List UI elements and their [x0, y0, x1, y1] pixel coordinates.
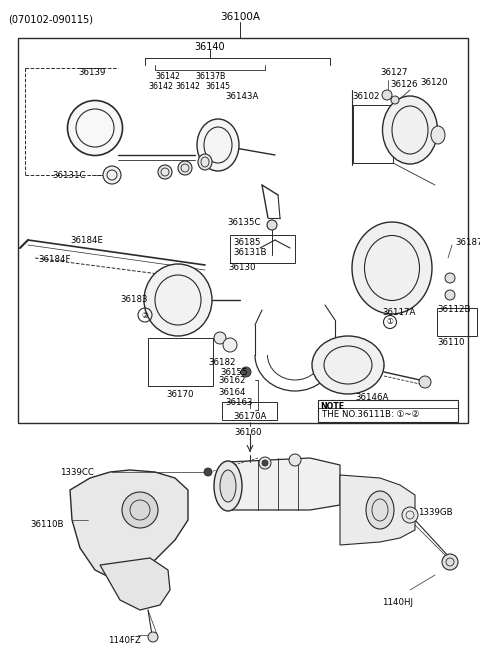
Text: 36155: 36155 — [220, 368, 248, 377]
Bar — [222, 402, 277, 420]
Text: 36110B: 36110B — [30, 520, 63, 529]
Text: 36139: 36139 — [78, 68, 106, 77]
Text: 36137B: 36137B — [195, 72, 225, 81]
Text: 36170: 36170 — [166, 390, 194, 399]
Ellipse shape — [431, 126, 445, 144]
Bar — [18, 38, 468, 423]
Ellipse shape — [158, 165, 172, 179]
Circle shape — [259, 457, 271, 469]
Circle shape — [289, 454, 301, 466]
Text: (070102-090115): (070102-090115) — [8, 14, 93, 24]
Circle shape — [214, 332, 226, 344]
Circle shape — [241, 367, 251, 377]
Ellipse shape — [312, 336, 384, 394]
Ellipse shape — [366, 491, 394, 529]
Text: 36100A: 36100A — [220, 12, 260, 22]
Text: 36184F: 36184F — [38, 255, 71, 264]
Ellipse shape — [214, 461, 242, 511]
Circle shape — [262, 460, 268, 466]
Text: THE NO.36111B: ①~②: THE NO.36111B: ①~② — [322, 410, 420, 419]
Text: NOTE: NOTE — [320, 402, 344, 411]
Text: 36102: 36102 — [352, 92, 380, 101]
Circle shape — [204, 468, 212, 476]
Circle shape — [122, 492, 158, 528]
Text: 36135C: 36135C — [227, 218, 261, 227]
Bar — [318, 400, 458, 422]
Bar — [437, 308, 477, 336]
Text: ②: ② — [142, 310, 148, 320]
Text: 36120: 36120 — [420, 78, 447, 87]
Text: 36184E: 36184E — [70, 236, 103, 245]
Text: 36127: 36127 — [380, 68, 408, 77]
Text: ①: ① — [386, 318, 394, 326]
Text: 36187: 36187 — [455, 238, 480, 247]
Text: 36160: 36160 — [234, 428, 262, 437]
Circle shape — [442, 554, 458, 570]
Ellipse shape — [220, 470, 236, 502]
Text: 36183: 36183 — [120, 295, 147, 304]
Circle shape — [419, 376, 431, 388]
Text: 36162: 36162 — [218, 376, 245, 385]
Text: 36117A: 36117A — [382, 308, 415, 317]
Bar — [353, 105, 393, 163]
Circle shape — [148, 632, 158, 642]
Text: 36163: 36163 — [225, 398, 252, 407]
Circle shape — [391, 96, 399, 104]
Text: 36112B: 36112B — [437, 305, 470, 314]
Ellipse shape — [383, 96, 437, 164]
Text: 36164: 36164 — [218, 388, 245, 397]
Text: 36142: 36142 — [175, 82, 200, 91]
Text: 36131B: 36131B — [233, 248, 266, 257]
Text: 36126: 36126 — [390, 80, 418, 89]
Text: 36185: 36185 — [233, 238, 261, 247]
Ellipse shape — [198, 154, 212, 170]
Polygon shape — [70, 470, 188, 580]
Ellipse shape — [197, 119, 239, 171]
Circle shape — [223, 338, 237, 352]
Polygon shape — [100, 558, 170, 610]
Bar — [230, 235, 295, 263]
Text: 36145: 36145 — [205, 82, 230, 91]
Circle shape — [382, 90, 392, 100]
Circle shape — [445, 290, 455, 300]
Text: 1140HJ: 1140HJ — [383, 598, 413, 607]
Text: 36182: 36182 — [208, 358, 236, 367]
Circle shape — [267, 220, 277, 230]
Text: 36130: 36130 — [228, 263, 255, 272]
Circle shape — [402, 507, 418, 523]
Text: 1140FZ: 1140FZ — [108, 636, 141, 645]
Ellipse shape — [352, 222, 432, 314]
Polygon shape — [340, 475, 415, 545]
Text: 1339CC: 1339CC — [60, 468, 94, 477]
Circle shape — [445, 273, 455, 283]
Text: 36143A: 36143A — [225, 92, 258, 101]
Text: 1339GB: 1339GB — [418, 508, 453, 517]
Bar — [148, 338, 213, 386]
Text: 36142: 36142 — [148, 82, 173, 91]
Ellipse shape — [178, 161, 192, 175]
Text: 36110: 36110 — [437, 338, 465, 347]
Ellipse shape — [68, 100, 122, 155]
Text: 36142: 36142 — [155, 72, 180, 81]
Ellipse shape — [103, 166, 121, 184]
Polygon shape — [228, 458, 340, 510]
Text: 36146A: 36146A — [355, 393, 388, 402]
Text: 36170A: 36170A — [233, 412, 267, 421]
Text: 36131C: 36131C — [52, 171, 85, 180]
Text: 36140: 36140 — [195, 42, 225, 52]
Ellipse shape — [144, 264, 212, 336]
